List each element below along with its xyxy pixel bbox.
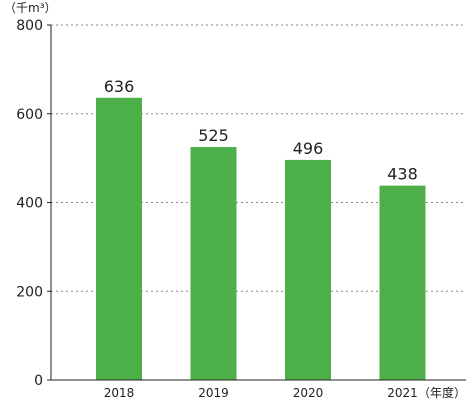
- y-tick-label: 600: [16, 107, 43, 123]
- bars: [96, 97, 426, 381]
- y-tick-label: 400: [16, 196, 43, 212]
- axes: [47, 24, 466, 381]
- data-label: 636: [104, 77, 135, 96]
- bar-2020: [285, 159, 331, 380]
- y-tick-label: 0: [34, 373, 43, 389]
- x-tick-label: 2018: [104, 386, 135, 400]
- y-tick-label: 200: [16, 284, 43, 300]
- y-axis-unit-label: （千m³）: [4, 1, 57, 15]
- x-tick-label: 2021: [387, 386, 418, 400]
- y-tick-label: 800: [16, 18, 43, 34]
- x-tick-label: 2019: [198, 386, 229, 400]
- bar-2019: [190, 147, 237, 380]
- bar-2021: [379, 185, 426, 380]
- x-tick-label: 2020: [293, 386, 324, 400]
- data-label: 525: [198, 126, 229, 145]
- bar-2018: [96, 97, 142, 381]
- data-label: 496: [293, 139, 324, 158]
- x-axis-unit-label: （年度）: [418, 385, 466, 400]
- labels: 0 200 400 600 800 636 2018 525 2019 496 2020 438 202…: [16, 18, 418, 400]
- data-label: 438: [387, 165, 418, 184]
